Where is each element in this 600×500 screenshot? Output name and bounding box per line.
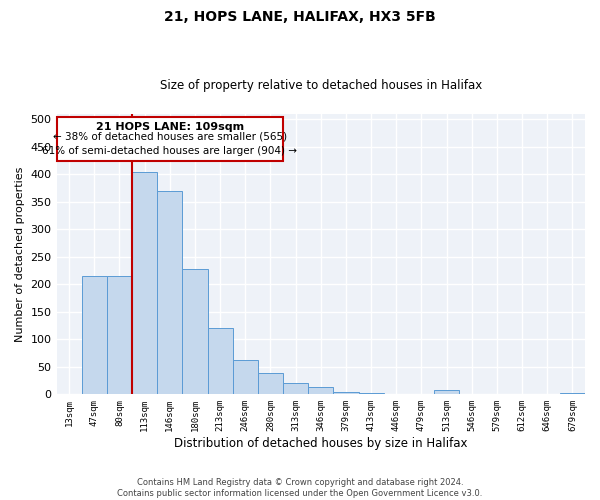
Bar	[82, 276, 107, 394]
Text: ← 38% of detached houses are smaller (565): ← 38% of detached houses are smaller (56…	[53, 131, 287, 141]
Bar	[208, 328, 233, 394]
Bar	[132, 172, 157, 394]
Bar	[283, 384, 308, 394]
Bar	[308, 387, 334, 394]
Bar	[334, 392, 359, 394]
Bar	[182, 269, 208, 394]
Bar	[560, 392, 585, 394]
Text: 21 HOPS LANE: 109sqm: 21 HOPS LANE: 109sqm	[96, 122, 244, 132]
Y-axis label: Number of detached properties: Number of detached properties	[15, 166, 25, 342]
Bar	[258, 374, 283, 394]
Bar	[434, 390, 459, 394]
Bar	[157, 191, 182, 394]
Text: 21, HOPS LANE, HALIFAX, HX3 5FB: 21, HOPS LANE, HALIFAX, HX3 5FB	[164, 10, 436, 24]
Bar	[107, 276, 132, 394]
Text: Contains HM Land Registry data © Crown copyright and database right 2024.
Contai: Contains HM Land Registry data © Crown c…	[118, 478, 482, 498]
Bar	[233, 360, 258, 394]
Bar	[359, 393, 383, 394]
X-axis label: Distribution of detached houses by size in Halifax: Distribution of detached houses by size …	[174, 437, 467, 450]
Text: 61% of semi-detached houses are larger (904) →: 61% of semi-detached houses are larger (…	[42, 146, 297, 156]
Title: Size of property relative to detached houses in Halifax: Size of property relative to detached ho…	[160, 79, 482, 92]
